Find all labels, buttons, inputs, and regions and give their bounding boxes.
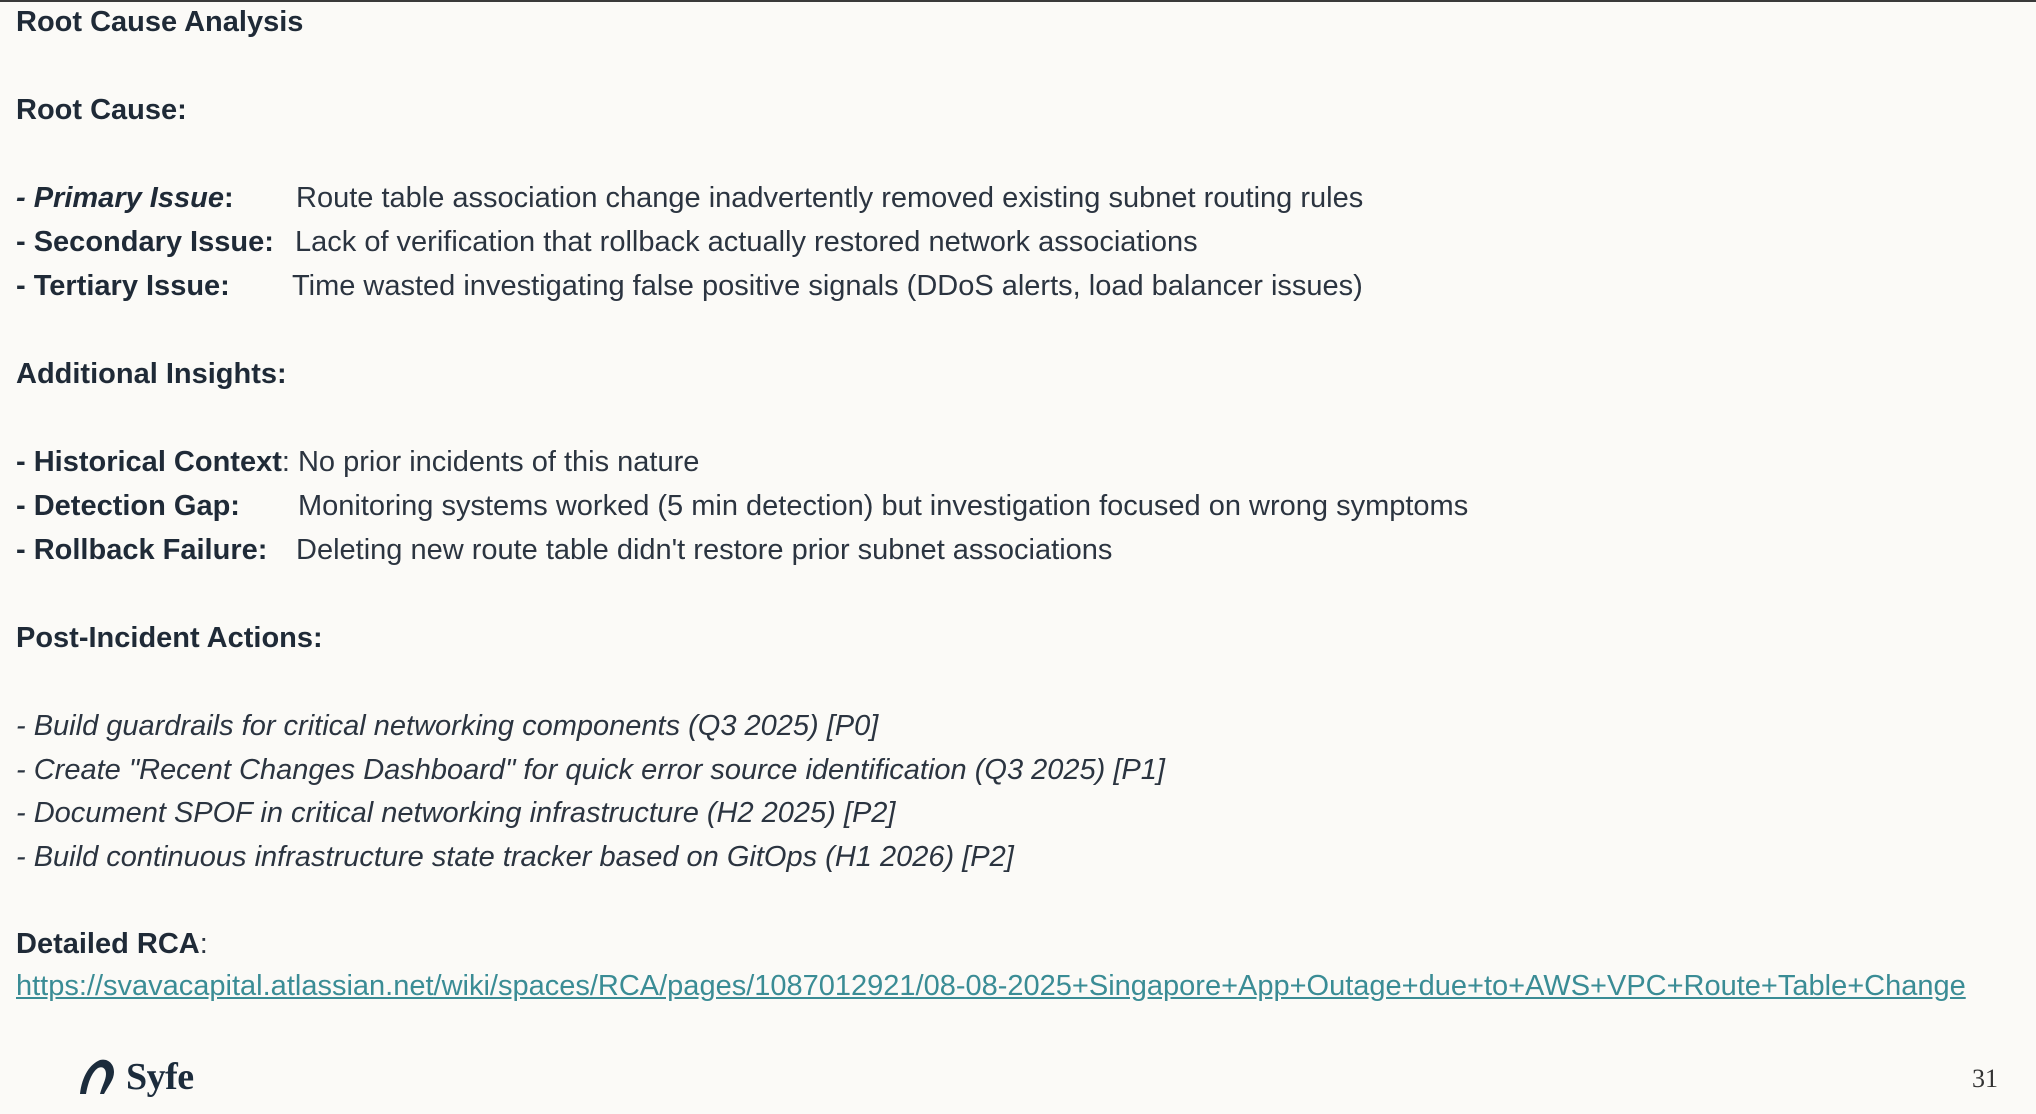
- primary-issue-line: - Primary Issue: Route table association…: [16, 178, 1363, 218]
- brand-name: Syfe: [126, 1056, 194, 1098]
- root-cause-heading: Root Cause:: [16, 94, 187, 126]
- insights-heading: Additional Insights:: [16, 358, 287, 390]
- rca-heading-colon: :: [199, 928, 208, 960]
- tertiary-issue-line: - Tertiary Issue: Time wasted investigat…: [16, 266, 1363, 306]
- syfe-logo-icon: [80, 1059, 114, 1094]
- detection-gap-text: Monitoring systems worked (5 min detecti…: [298, 490, 1469, 522]
- rollback-failure-text: Deleting new route table didn't restore …: [296, 534, 1113, 566]
- top-rule: [0, 0, 2036, 2]
- secondary-issue-line: - Secondary Issue: Lack of verification …: [16, 222, 1198, 262]
- page-title: Root Cause Analysis: [16, 6, 304, 38]
- page-number: 31: [1972, 1064, 1998, 1093]
- secondary-issue-text: Lack of verification that rollback actua…: [295, 226, 1198, 258]
- rollback-failure-line: - Rollback Failure: Deleting new route t…: [16, 530, 1112, 570]
- primary-issue-label: - Primary Issue: [16, 182, 224, 214]
- action-item: - Create "Recent Changes Dashboard" for …: [16, 754, 1165, 786]
- action-item: - Build guardrails for critical networki…: [16, 710, 879, 742]
- historical-context-label: - Historical Context: [16, 446, 282, 478]
- action-item: - Document SPOF in critical networking i…: [16, 797, 896, 829]
- secondary-issue-label: - Secondary Issue:: [16, 226, 274, 258]
- rollback-failure-label: - Rollback Failure:: [16, 534, 268, 566]
- rca-heading: Detailed RCA: [16, 928, 200, 960]
- action-item: - Build continuous infrastructure state …: [16, 841, 1014, 873]
- detection-gap-line: - Detection Gap: Monitoring systems work…: [16, 486, 1468, 526]
- brand-logo: Syfe: [76, 1052, 194, 1102]
- tertiary-issue-text: Time wasted investigating false positive…: [292, 270, 1363, 302]
- tertiary-issue-label: - Tertiary Issue:: [16, 270, 230, 302]
- historical-context-text: : No prior incidents of this nature: [281, 446, 700, 478]
- primary-issue-colon: :: [223, 182, 234, 214]
- rca-heading-line: Detailed RCA:: [16, 924, 208, 964]
- detection-gap-label: - Detection Gap:: [16, 490, 240, 522]
- historical-context-line: - Historical Context: No prior incidents…: [16, 442, 699, 482]
- actions-heading: Post-Incident Actions:: [16, 622, 323, 654]
- rca-link[interactable]: https://svavacapital.atlassian.net/wiki/…: [16, 970, 1966, 1002]
- primary-issue-text: Route table association change inadverte…: [296, 182, 1364, 214]
